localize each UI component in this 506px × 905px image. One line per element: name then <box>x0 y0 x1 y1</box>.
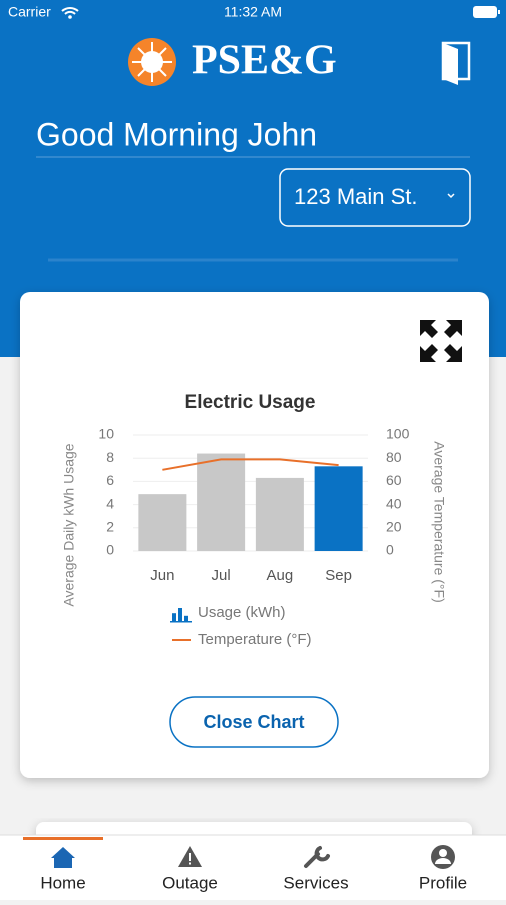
tab-bar <box>0 835 506 900</box>
wifi-icon <box>61 7 79 15</box>
y-tick-label: 8 <box>106 449 114 465</box>
x-tick-label: Jun <box>150 567 174 584</box>
legend-icon <box>178 608 182 621</box>
y2-tick-label: 60 <box>386 472 402 488</box>
tab-label[interactable]: Profile <box>419 873 467 892</box>
y2-tick-label: 100 <box>386 426 410 442</box>
legend-icon <box>170 621 192 623</box>
active-tab-indicator <box>23 837 103 840</box>
logo-rays <box>132 42 172 82</box>
close-chart-button[interactable]: Close Chart <box>169 696 339 748</box>
battery-tip <box>498 10 500 14</box>
usage-chart: Electric Usage Average Daily kWh Usage A… <box>61 392 448 648</box>
address: 123 Main St. <box>294 184 418 209</box>
y2-tick-label: 40 <box>386 495 402 511</box>
expand-icon[interactable] <box>420 320 462 362</box>
tab-label[interactable]: Home <box>40 873 85 892</box>
y2-tick-label: 80 <box>386 449 402 465</box>
tab-label[interactable]: Services <box>283 873 348 892</box>
carrier: Carrier <box>8 4 51 20</box>
y-tick-label: 0 <box>106 542 114 558</box>
bar <box>138 494 187 551</box>
chart-title: Electric Usage <box>185 392 316 413</box>
greeting: Good Morning John <box>36 116 317 152</box>
chart-card <box>20 292 489 778</box>
x-tick-label: Jul <box>212 567 231 584</box>
logo: PSE&G <box>128 38 337 86</box>
outage-icon <box>178 846 202 867</box>
services-icon <box>304 846 330 868</box>
x-tick-label: Sep <box>325 567 352 584</box>
x-tick-label: Aug <box>267 567 294 584</box>
bar <box>255 477 304 551</box>
legend-icon <box>184 615 188 621</box>
logout-button[interactable] <box>441 41 471 85</box>
profile-icon <box>431 845 455 869</box>
home-icon <box>51 847 75 868</box>
bar <box>314 466 363 551</box>
legend-label: Usage (kWh) <box>198 604 286 621</box>
y-tick-label: 2 <box>106 519 114 535</box>
logo-text: PSE&G <box>192 38 337 84</box>
close-chart-label: Close Chart <box>203 712 304 732</box>
legend-icon <box>172 613 176 621</box>
y2-tick-label: 0 <box>386 542 394 558</box>
tab-label[interactable]: Outage <box>162 873 218 892</box>
y-axis-label: Average Daily kWh Usage <box>61 443 77 606</box>
y-tick-label: 4 <box>106 495 114 511</box>
battery <box>473 6 497 18</box>
y2-axis-label: Average Temperature (°F) <box>431 441 447 603</box>
y-tick-label: 10 <box>98 426 114 442</box>
y-tick-label: 6 <box>106 472 114 488</box>
clock: 11:32 AM <box>224 4 282 20</box>
legend-label: Temperature (°F) <box>198 631 312 648</box>
address-selector[interactable]: 123 Main St. <box>279 168 471 227</box>
y2-tick-label: 20 <box>386 519 402 535</box>
bar <box>197 453 246 551</box>
temperature-line <box>162 458 339 471</box>
wifi-dot <box>68 15 72 19</box>
